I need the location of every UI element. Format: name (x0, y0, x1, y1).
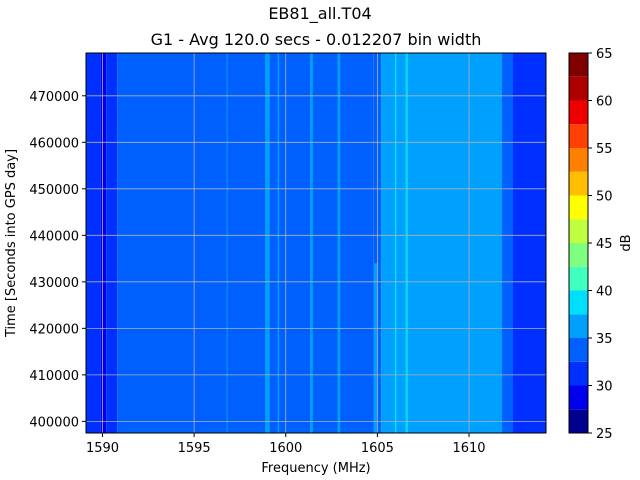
colorbar-segment-3 (569, 338, 588, 362)
x-tick-label: 1610 (452, 441, 485, 456)
heatmap-band-0 (86, 53, 101, 433)
colorbar-segment-13 (569, 100, 588, 125)
colorbar-label: dB (619, 234, 634, 251)
emission-line-9 (405, 53, 408, 433)
colorbar-tick-label: 45 (596, 237, 613, 252)
colorbar-segment-9 (569, 195, 588, 220)
colorbar (569, 53, 588, 433)
emission-line-2 (277, 53, 280, 433)
heatmap-bands (86, 53, 546, 433)
y-tick-label: 460000 (29, 136, 79, 151)
y-tick-label: 410000 (29, 369, 79, 384)
x-tick-label: 1600 (269, 441, 302, 456)
colorbar-tick-label: 60 (596, 95, 613, 110)
y-tick-label: 400000 (29, 415, 79, 430)
plot-frame (85, 52, 547, 434)
colorbar-segment-8 (569, 219, 588, 243)
emission-line-8 (400, 53, 402, 433)
colorbar-segment-14 (569, 76, 588, 101)
emission-line-3 (310, 53, 313, 433)
y-tick-label: 440000 (29, 229, 79, 244)
x-axis-label: Frequency (MHz) (261, 461, 370, 476)
chart-title: EB81_all.T04 (268, 4, 371, 24)
colorbar-segment-12 (569, 124, 588, 148)
colorbar-tick-label: 55 (596, 142, 613, 157)
y-tick-label: 470000 (29, 90, 79, 105)
colorbar-tick-label: 25 (596, 427, 613, 442)
emission-line-5 (373, 263, 378, 433)
x-axis-ticks: 1590 1595 1600 1605 1610 (86, 433, 486, 456)
colorbar-segment-2 (569, 361, 588, 386)
heatmap-band-2 (106, 53, 118, 433)
colorbar-tick-label: 30 (596, 380, 613, 395)
emission-line-6 (387, 53, 390, 433)
emission-line-1 (265, 53, 270, 433)
emission-line-4 (337, 53, 341, 433)
colorbar-tick-label: 35 (596, 332, 613, 347)
colorbar-segment-1 (569, 385, 588, 410)
colorbar-segment-10 (569, 171, 588, 196)
emission-line-10 (427, 309, 430, 422)
grid-lines (86, 53, 546, 433)
y-axis-ticks: 400000 410000 420000 430000 440000 450000 4600… (29, 90, 86, 430)
colorbar-ticks: 25 30 35 40 45 50 55 60 65 (588, 47, 613, 442)
emission-line-11 (435, 360, 437, 375)
x-tick-label: 1590 (86, 441, 119, 456)
heatmap-band-6 (502, 53, 514, 433)
colorbar-segment-0 (569, 409, 588, 433)
chart-subtitle: G1 - Avg 120.0 secs - 0.012207 bin width (151, 30, 482, 49)
y-tick-label: 450000 (29, 183, 79, 198)
y-axis-label: Time [Seconds into GPS day] (4, 149, 19, 338)
y-tick-label: 420000 (29, 322, 79, 337)
heatmap-band-5 (381, 53, 503, 433)
emission-line-12 (463, 365, 471, 413)
x-tick-label: 1605 (361, 441, 394, 456)
x-tick-label: 1595 (178, 441, 211, 456)
heatmap-band-1 (100, 53, 107, 433)
colorbar-segment-11 (569, 148, 588, 172)
heatmap-band-7 (513, 53, 546, 433)
plot-area (85, 52, 547, 434)
emission-lines (226, 53, 471, 433)
colorbar-tick-label: 40 (596, 285, 613, 300)
colorbar-segment-7 (569, 243, 588, 267)
colorbar-segment-6 (569, 266, 588, 291)
emission-line-0 (226, 53, 228, 433)
heatmap-band-3 (117, 53, 374, 433)
y-tick-label: 430000 (29, 276, 79, 291)
colorbar-segment-15 (569, 53, 588, 77)
colorbar-segment-4 (569, 314, 588, 338)
colorbar-tick-label: 50 (596, 190, 613, 205)
emission-line-7 (394, 53, 397, 433)
colorbar-tick-label: 65 (596, 47, 613, 62)
colorbar-segment-5 (569, 290, 588, 315)
